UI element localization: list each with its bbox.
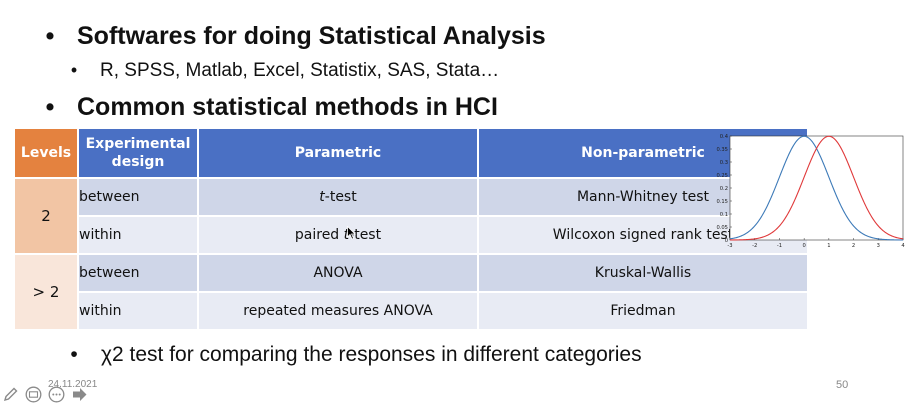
footer-date: 24.11.2021 xyxy=(48,379,98,390)
y-tick-label: 0.35 xyxy=(716,147,728,153)
methods-table: Levels Experimental design Parametric No… xyxy=(13,127,809,331)
x-tick-label: -2 xyxy=(752,243,757,249)
bullet-methods: • Common statistical methods in HCI xyxy=(40,93,498,122)
plot-frame xyxy=(729,135,904,241)
x-tick-label: 4 xyxy=(901,243,905,249)
bullet-software-list-text: R, SPSS, Matlab, Excel, Statistix, SAS, … xyxy=(100,60,500,81)
x-tick-label: 0 xyxy=(802,243,805,249)
x-tick-label: -3 xyxy=(727,243,732,249)
y-tick-label: 0 xyxy=(725,238,728,244)
mouse-cursor-icon xyxy=(347,226,356,240)
table-row: > 2 between ANOVA Kruskal-Wallis xyxy=(13,253,809,331)
parametric-cell: paired t-test xyxy=(197,215,479,255)
header-levels: Levels xyxy=(13,127,79,179)
design-cell: within xyxy=(77,291,199,331)
y-tick-label: 0.3 xyxy=(720,160,728,166)
y-tick-label: 0.4 xyxy=(720,134,729,140)
y-tick-label: 0.2 xyxy=(720,186,728,192)
bullet-dot: • xyxy=(45,93,55,121)
design-cell: between xyxy=(77,253,199,293)
parametric-cell: repeated measures ANOVA xyxy=(197,291,479,331)
nonparametric-cell: Kruskal-Wallis xyxy=(477,253,809,293)
normal-distribution-chart: 0 0.05 0.1 0.15 0.2 0.25 0.3 0.35 0.4 -3 -2 -1 0 1 2 3 4 xyxy=(716,134,905,249)
level-cell: > 2 xyxy=(13,253,79,331)
bullet-dot: • xyxy=(45,22,55,50)
next-arrow-icon[interactable] xyxy=(71,386,88,403)
x-tick-label: 1 xyxy=(827,243,830,249)
bullet-dot: • xyxy=(70,343,78,366)
series-line-1 xyxy=(729,135,904,241)
table-header-row: Levels Experimental design Parametric No… xyxy=(13,127,809,179)
bullet-dot: • xyxy=(70,60,78,80)
y-tick-label: 0.1 xyxy=(720,212,728,218)
header-design: Experimental design xyxy=(77,127,199,179)
table-row: within repeated measures ANOVA Friedman xyxy=(14,291,809,331)
y-tick-label: 0.25 xyxy=(716,173,728,179)
table-row: 2 between t-test Mann-Whitney test xyxy=(13,177,809,255)
subtitles-icon[interactable] xyxy=(25,386,42,403)
header-parametric: Parametric xyxy=(197,127,479,179)
y-tick-label: 0.15 xyxy=(716,199,728,205)
parametric-cell: ANOVA xyxy=(197,253,479,293)
presenter-toolbar xyxy=(2,385,94,403)
more-icon[interactable] xyxy=(48,386,65,403)
bullet-software: • Softwares for doing Statistical Analys… xyxy=(40,22,546,51)
nonparametric-cell: Friedman xyxy=(477,291,809,331)
x-tick-label: 2 xyxy=(852,243,855,249)
design-cell: between xyxy=(77,177,199,217)
y-tick-label: 0.05 xyxy=(716,225,728,231)
bullet-chi-square: • χ2 test for comparing the responses in… xyxy=(64,343,661,367)
level-cell: 2 xyxy=(13,177,79,255)
pen-icon[interactable] xyxy=(2,386,19,403)
table-row: within paired t-test Wilcoxon signed ran… xyxy=(14,215,809,255)
parametric-cell: t-test xyxy=(197,177,479,217)
bullet-methods-text: Common statistical methods in HCI xyxy=(77,93,498,121)
design-cell: within xyxy=(77,215,199,255)
bullet-software-list: • R, SPSS, Matlab, Excel, Statistix, SAS… xyxy=(64,60,499,82)
bullet-software-text: Softwares for doing Statistical Analysis xyxy=(77,22,546,50)
x-tick-label: -1 xyxy=(777,243,782,249)
bullet-chi-square-text: χ2 test for comparing the responses in d… xyxy=(101,343,642,366)
x-tick-label: 3 xyxy=(877,243,880,249)
page-number: 50 xyxy=(836,379,849,391)
